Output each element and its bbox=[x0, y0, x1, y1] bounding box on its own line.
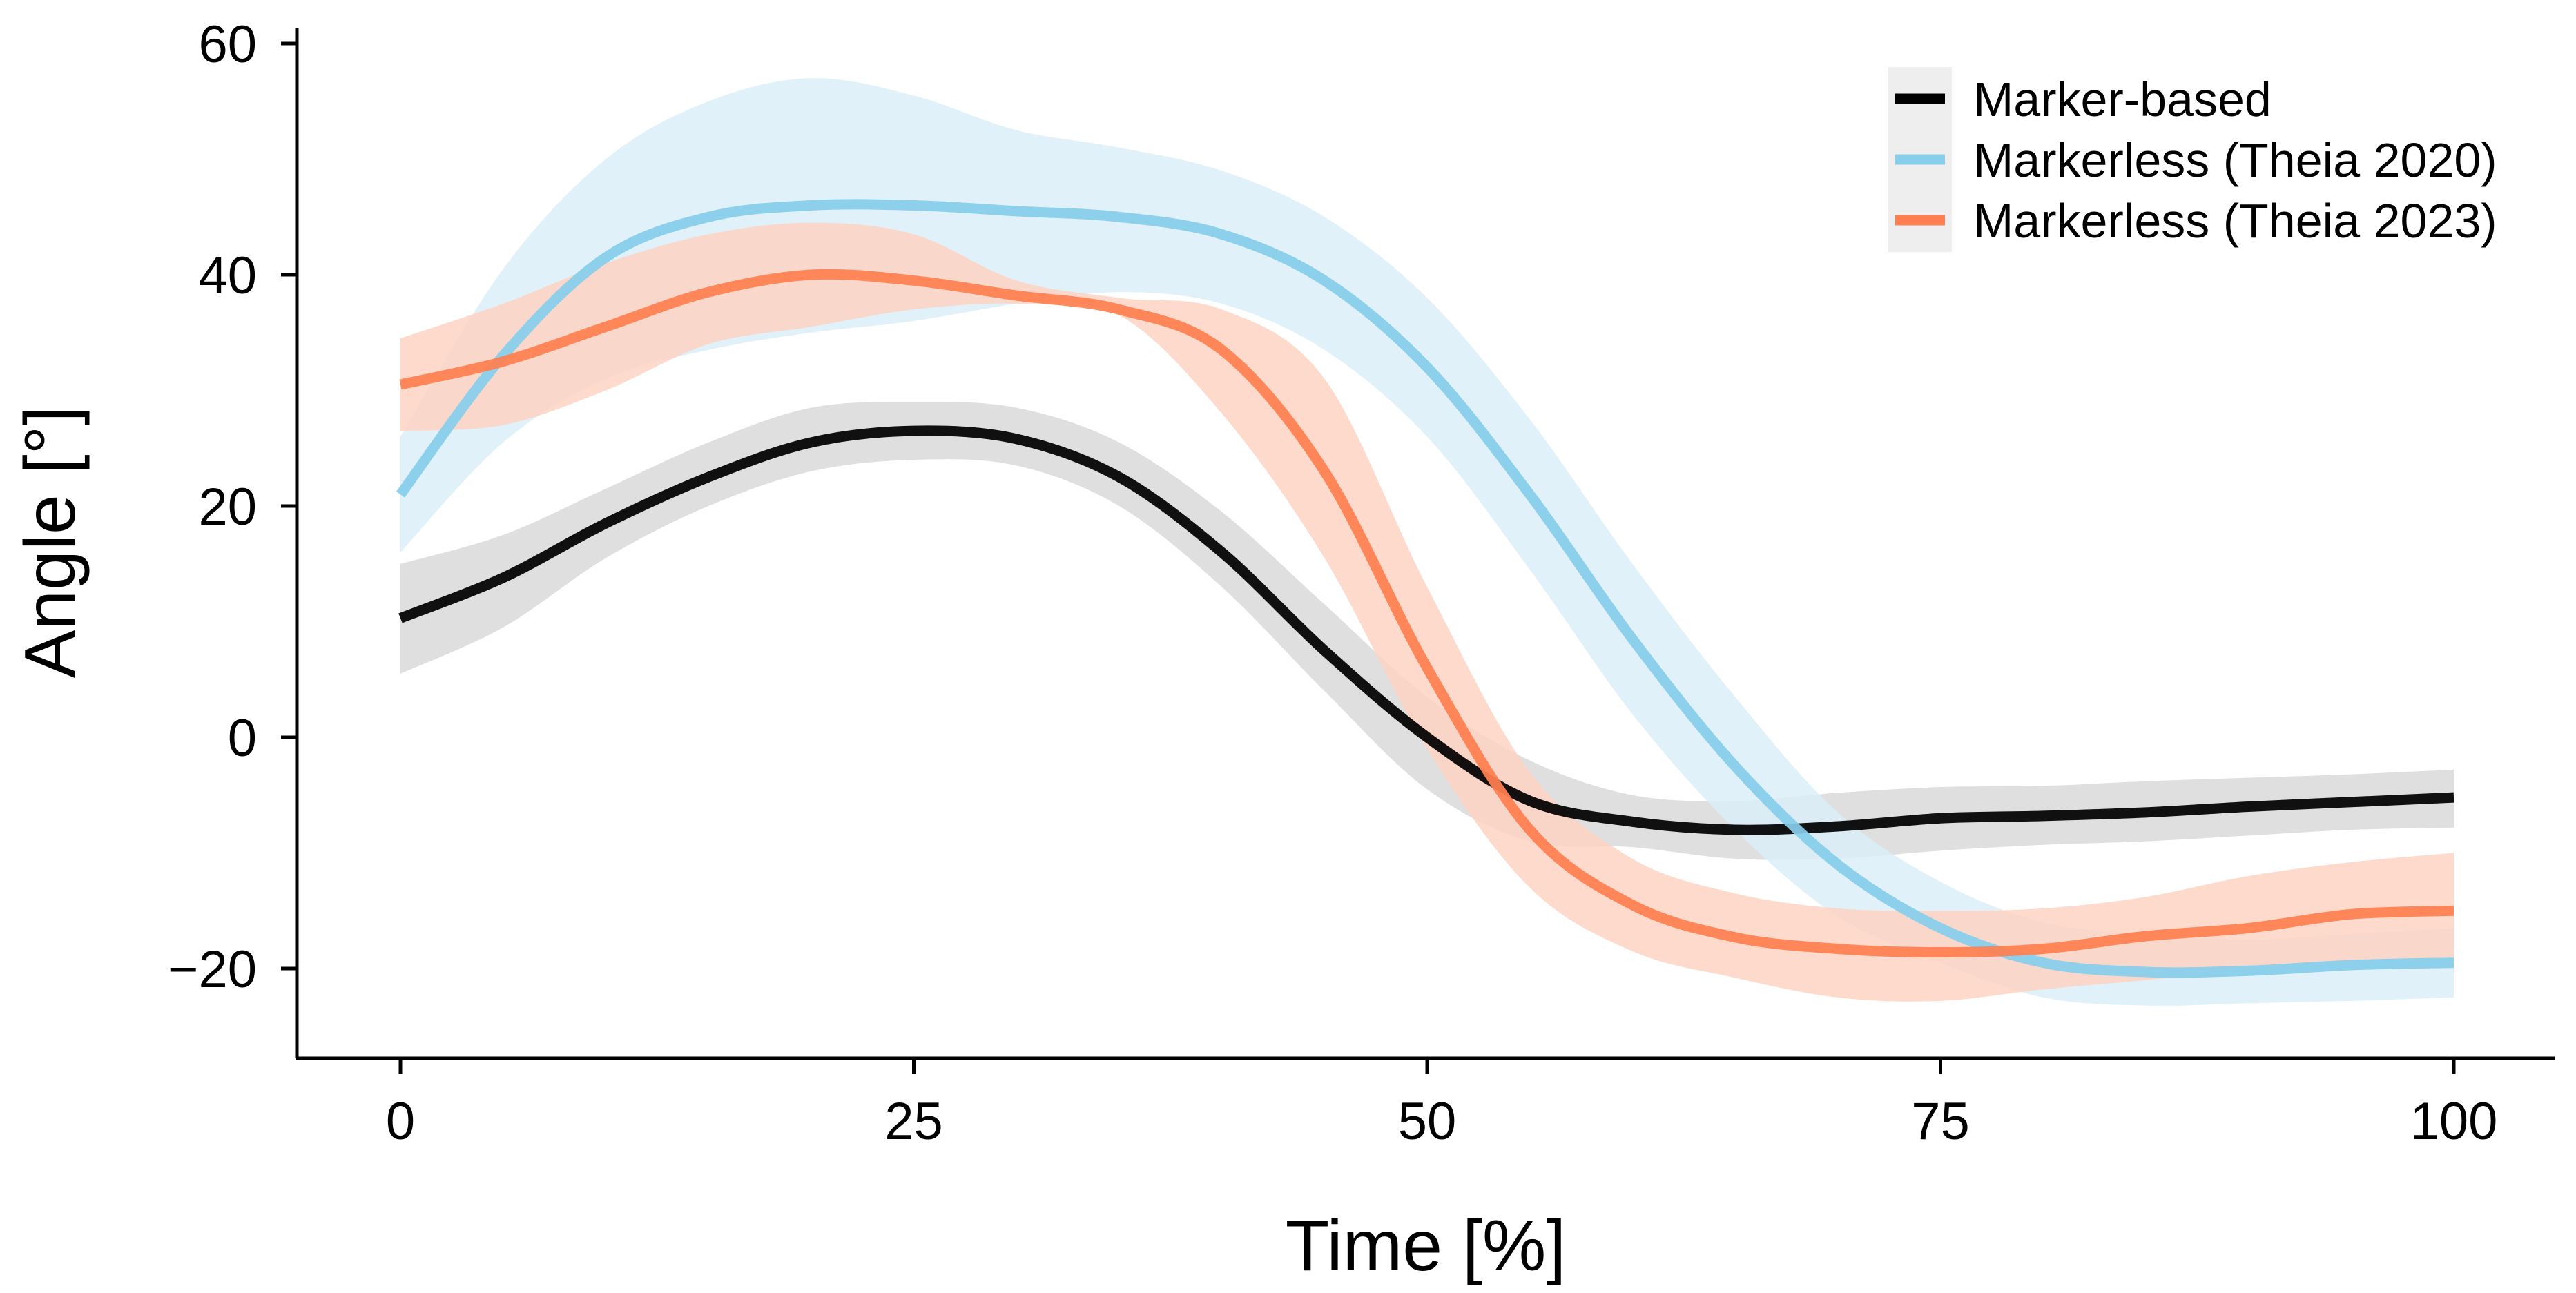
mean-lines bbox=[396, 199, 2454, 978]
band-markerless-theia-2020 bbox=[400, 78, 2454, 1006]
y-tick-label: 0 bbox=[228, 709, 257, 768]
legend-label-marker-based: Marker-based bbox=[1973, 72, 2272, 126]
band-markerless-theia-2023 bbox=[400, 222, 2454, 1002]
line-markerless-theia-2020 bbox=[396, 199, 2454, 978]
confidence-bands bbox=[400, 78, 2454, 1006]
line-markerless-theia-2023 bbox=[399, 269, 2454, 957]
y-tick-label: −20 bbox=[168, 940, 257, 999]
y-axis-title: Angle [°] bbox=[10, 406, 90, 678]
legend-label-markerless-theia-2023: Markerless (Theia 2023) bbox=[1973, 194, 2497, 248]
x-tick-label: 100 bbox=[2410, 1092, 2498, 1151]
x-tick-label: 25 bbox=[884, 1092, 943, 1151]
line-marker-based bbox=[398, 425, 2454, 835]
legend-label-markerless-theia-2020: Markerless (Theia 2020) bbox=[1973, 133, 2497, 187]
y-tick-label: 60 bbox=[198, 15, 257, 74]
x-tick-label: 0 bbox=[386, 1092, 415, 1151]
y-tick-label: 20 bbox=[198, 478, 257, 536]
ticks: 0 25 50 75 100 −20 0 20 40 60 bbox=[168, 15, 2497, 1151]
legend: Marker-based Markerless (Theia 2020) Marke… bbox=[1888, 67, 2497, 252]
x-tick-label: 75 bbox=[1911, 1092, 1970, 1151]
x-axis-title: Time [%] bbox=[1286, 1206, 1566, 1286]
axes bbox=[295, 28, 2555, 1060]
x-tick-label: 50 bbox=[1398, 1092, 1457, 1151]
y-tick-label: 40 bbox=[198, 246, 257, 305]
band-marker-based bbox=[400, 402, 2454, 860]
